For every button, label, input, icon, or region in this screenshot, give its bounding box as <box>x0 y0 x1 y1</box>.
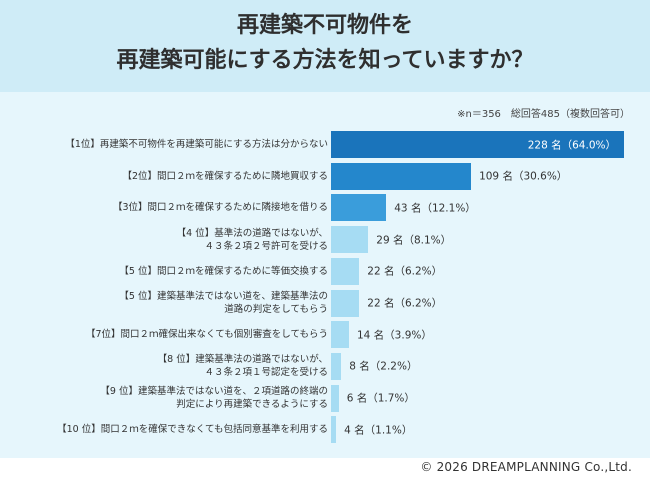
value-label: 4 名（1.1%） <box>344 424 413 437</box>
category-label: 【2位】間口２ｍを確保するために隣地買収する <box>122 170 328 182</box>
value-label: 14 名（3.9%） <box>356 329 432 342</box>
title-line-1: 再建築不可物件を <box>236 13 413 38</box>
bar <box>331 416 337 444</box>
category-label: 【5 位】間口２ｍを確保するために等価交換する <box>119 265 328 277</box>
category-label: 【10 位】間口２ｍを確保できなくても包括同意基準を利用する <box>57 424 328 436</box>
chart-title: 再建築不可物件を 再建築可能にする方法を知っていますか？ <box>0 8 650 78</box>
value-label: 109 名（30.6%） <box>479 170 568 183</box>
value-label: 22 名（6.2%） <box>367 265 443 278</box>
category-label: 【5 位】建築基準法ではない道を、建築基準法の 道路の判定をしてもらう <box>119 291 328 315</box>
bar <box>331 257 360 285</box>
value-label: 228 名（64.0%） <box>527 139 616 151</box>
bar <box>331 194 387 222</box>
value-label: 29 名（8.1%） <box>376 234 452 247</box>
bar <box>331 321 349 349</box>
category-label: 【4 位】基準法の道路ではないが、 ４３条２項２号許可を受ける <box>176 227 328 252</box>
value-label: 6 名（1.7%） <box>346 392 415 405</box>
bar <box>331 162 472 190</box>
category-label: 【3位】間口２ｍを確保するために隣接地を借りる <box>112 202 328 214</box>
copyright: © 2026 DREAMPLANNING Co.,Ltd. <box>420 460 632 474</box>
category-label: 【7位】間口２ｍ確保出来なくても個別審査をしてもらう <box>85 329 328 341</box>
value-label: 43 名（12.1%） <box>394 202 476 215</box>
sample-note: ※n＝356 総回答485（複数回答可） <box>457 109 630 120</box>
bar <box>331 131 624 158</box>
value-label: 8 名（2.2%） <box>349 360 418 373</box>
category-label: 【9 位】建築基準法ではない道を、２項道路の終端の 判定により再建築できるようにす… <box>100 386 328 411</box>
bar <box>331 226 369 254</box>
bar <box>331 352 342 380</box>
value-label: 22 名（6.2%） <box>367 297 443 310</box>
bar <box>331 289 360 317</box>
category-label: 【8 位】建築基準法の道路ではないが、 ４３条２項１号認定を受ける <box>157 354 328 379</box>
bar <box>331 384 339 412</box>
category-label: 【1位】再建築不可物件を再建築可能にする方法は分からない <box>65 139 328 150</box>
header-banner <box>0 0 650 92</box>
title-line-2: 再建築可能にする方法を知っていますか？ <box>116 48 534 73</box>
